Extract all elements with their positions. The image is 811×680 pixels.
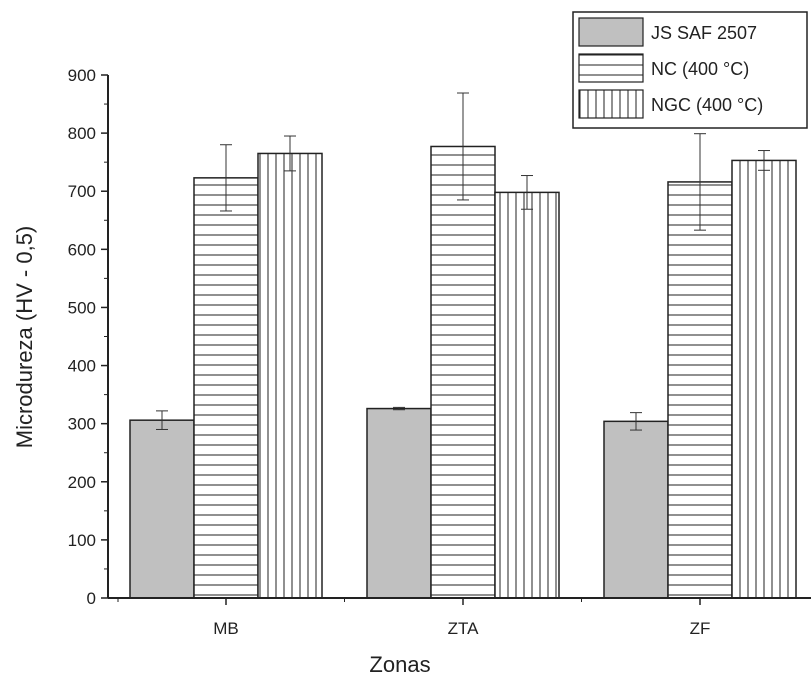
y-tick-label: 700 bbox=[68, 182, 96, 201]
y-tick-label: 800 bbox=[68, 124, 96, 143]
legend-swatch bbox=[579, 54, 643, 82]
x-tick-label: ZF bbox=[690, 619, 711, 638]
bar bbox=[194, 178, 258, 598]
bar bbox=[130, 420, 194, 598]
bar bbox=[431, 146, 495, 598]
legend-swatch bbox=[579, 90, 643, 118]
bars-layer bbox=[130, 93, 796, 598]
y-tick-label: 500 bbox=[68, 298, 96, 317]
y-axis-title: Microdureza (HV - 0,5) bbox=[12, 226, 37, 449]
x-tick-label: MB bbox=[213, 619, 239, 638]
legend-label: NGC (400 °C) bbox=[651, 95, 763, 115]
y-tick-label: 300 bbox=[68, 415, 96, 434]
y-tick-label: 200 bbox=[68, 473, 96, 492]
bar bbox=[668, 182, 732, 598]
y-tick-label: 900 bbox=[68, 66, 96, 85]
x-axis-title: Zonas bbox=[369, 652, 430, 677]
legend-swatch bbox=[579, 18, 643, 46]
bar bbox=[495, 192, 559, 598]
bar bbox=[732, 160, 796, 598]
legend-label: NC (400 °C) bbox=[651, 59, 749, 79]
y-tick-label: 100 bbox=[68, 531, 96, 550]
bar bbox=[367, 409, 431, 598]
legend-label: JS SAF 2507 bbox=[651, 23, 757, 43]
bar bbox=[604, 421, 668, 598]
x-tick-label: ZTA bbox=[448, 619, 480, 638]
y-tick-label: 400 bbox=[68, 357, 96, 376]
bar bbox=[258, 153, 322, 598]
y-tick-label: 600 bbox=[68, 240, 96, 259]
legend: JS SAF 2507 NC (400 °C) NGC (400 °C) bbox=[573, 12, 807, 128]
y-tick-label: 0 bbox=[87, 589, 96, 608]
